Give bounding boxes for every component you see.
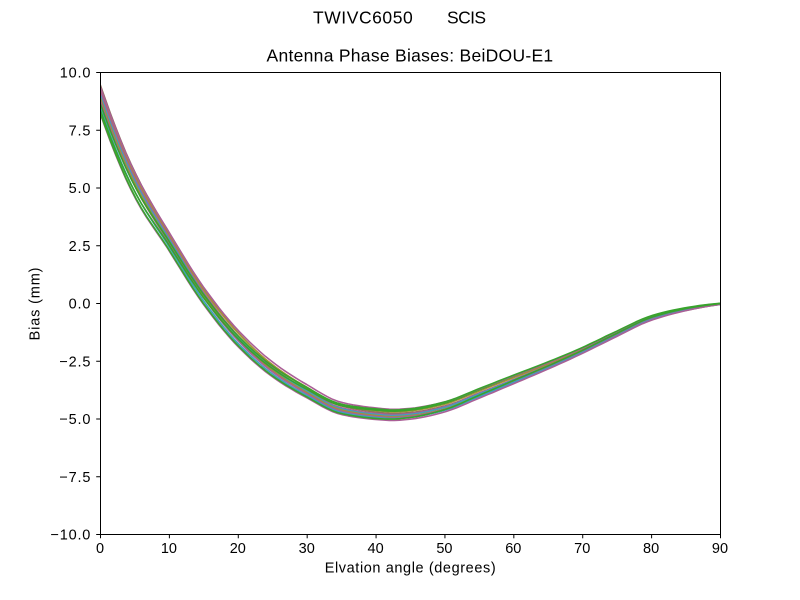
- svg-text:TWIVC6050: TWIVC6050: [313, 8, 413, 28]
- svg-text:30: 30: [299, 541, 315, 557]
- svg-text:−2.5: −2.5: [59, 354, 91, 370]
- svg-text:7.5: 7.5: [69, 123, 92, 139]
- svg-text:0: 0: [96, 541, 104, 557]
- svg-text:2.5: 2.5: [69, 239, 92, 255]
- svg-text:40: 40: [368, 541, 384, 557]
- svg-text:10: 10: [161, 541, 177, 557]
- svg-text:90: 90: [712, 541, 728, 557]
- svg-text:Elvation angle (degrees): Elvation angle (degrees): [325, 561, 497, 577]
- svg-text:60: 60: [505, 541, 521, 557]
- svg-text:70: 70: [574, 541, 590, 557]
- svg-text:50: 50: [436, 541, 452, 557]
- svg-text:Bias (mm): Bias (mm): [28, 267, 44, 341]
- svg-text:5.0: 5.0: [69, 181, 92, 197]
- svg-text:0.0: 0.0: [69, 297, 92, 313]
- svg-text:10.0: 10.0: [60, 66, 91, 82]
- svg-text:80: 80: [643, 541, 659, 557]
- svg-text:−7.5: −7.5: [59, 470, 91, 486]
- svg-text:−5.0: −5.0: [59, 412, 91, 428]
- svg-text:SCIS: SCIS: [447, 8, 485, 28]
- svg-text:−10.0: −10.0: [50, 528, 91, 544]
- svg-text:Antenna Phase Biases: BeiDOU-E: Antenna Phase Biases: BeiDOU-E1: [267, 46, 554, 66]
- svg-text:20: 20: [230, 541, 246, 557]
